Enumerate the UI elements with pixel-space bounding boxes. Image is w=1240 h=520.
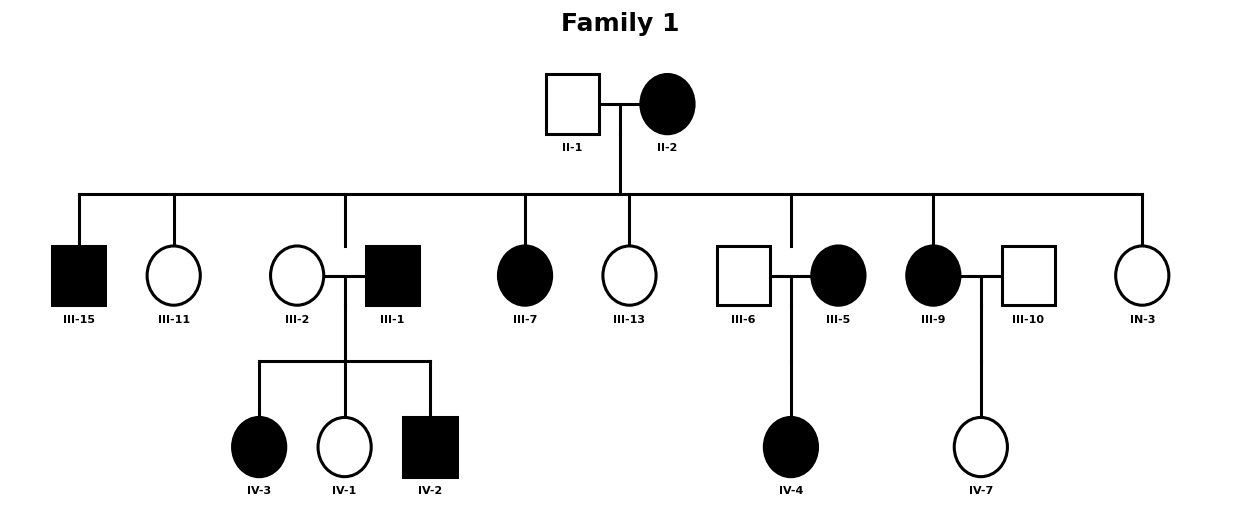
FancyBboxPatch shape xyxy=(546,74,599,134)
FancyBboxPatch shape xyxy=(52,246,105,305)
Ellipse shape xyxy=(1116,246,1169,305)
Text: III-5: III-5 xyxy=(826,315,851,324)
Text: IV-3: IV-3 xyxy=(247,486,272,496)
Text: II-1: II-1 xyxy=(562,143,583,153)
FancyBboxPatch shape xyxy=(717,246,770,305)
Ellipse shape xyxy=(603,246,656,305)
Ellipse shape xyxy=(233,418,285,477)
Ellipse shape xyxy=(764,418,817,477)
Text: II-2: II-2 xyxy=(657,143,678,153)
Text: III-10: III-10 xyxy=(1012,315,1044,324)
FancyBboxPatch shape xyxy=(1002,246,1055,305)
Text: IV-4: IV-4 xyxy=(779,486,804,496)
Text: III-2: III-2 xyxy=(285,315,309,324)
Ellipse shape xyxy=(641,74,694,134)
Text: Family 1: Family 1 xyxy=(560,12,680,36)
Text: IV-1: IV-1 xyxy=(332,486,357,496)
Text: IN-3: IN-3 xyxy=(1130,315,1154,324)
Text: III-7: III-7 xyxy=(513,315,537,324)
Text: III-13: III-13 xyxy=(614,315,646,324)
Text: IV-2: IV-2 xyxy=(418,486,443,496)
Text: III-1: III-1 xyxy=(379,315,404,324)
Ellipse shape xyxy=(270,246,324,305)
Ellipse shape xyxy=(812,246,866,305)
Ellipse shape xyxy=(148,246,201,305)
Ellipse shape xyxy=(955,418,1007,477)
Ellipse shape xyxy=(906,246,960,305)
Ellipse shape xyxy=(317,418,371,477)
Text: III-15: III-15 xyxy=(63,315,94,324)
Text: III-6: III-6 xyxy=(732,315,755,324)
Ellipse shape xyxy=(498,246,552,305)
FancyBboxPatch shape xyxy=(366,246,419,305)
Text: IV-7: IV-7 xyxy=(968,486,993,496)
Text: III-9: III-9 xyxy=(921,315,946,324)
FancyBboxPatch shape xyxy=(403,418,456,477)
Text: III-11: III-11 xyxy=(157,315,190,324)
